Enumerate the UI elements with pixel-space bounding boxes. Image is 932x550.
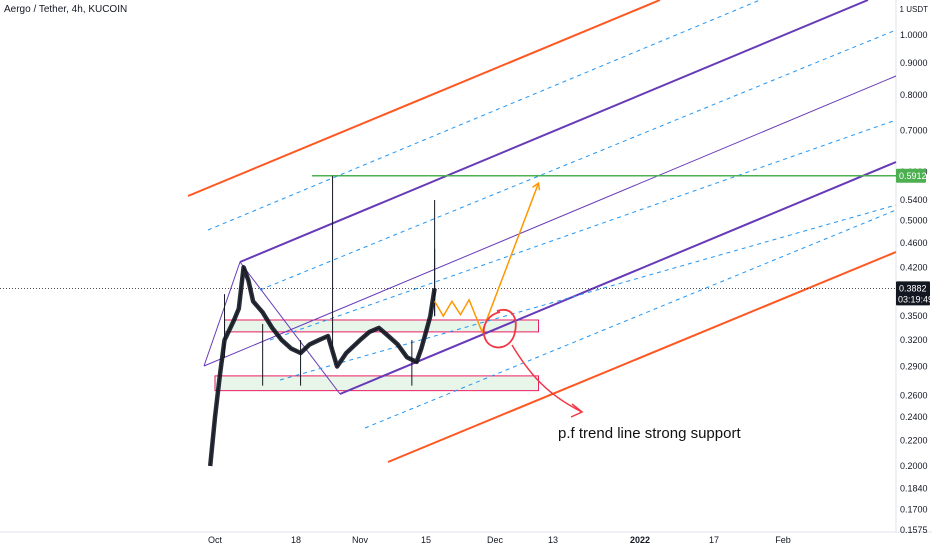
x-tick-label: Dec — [487, 535, 504, 545]
x-tick-label: Feb — [775, 535, 791, 545]
y-tick-label: 0.9000 — [900, 58, 928, 68]
last-price-label: 0.3882 — [899, 283, 927, 293]
pitchfork-lower-tine — [339, 161, 897, 395]
y-tick-label: 0.2000 — [900, 461, 928, 471]
countdown-label: 03:19:49 — [898, 294, 932, 304]
y-tick-label: 0.3200 — [900, 335, 928, 345]
pitchfork-drawing — [0, 0, 897, 463]
y-tick-label: 1.0000 — [900, 30, 928, 40]
pitchfork-outer-upper — [187, 0, 661, 197]
highlight-circle — [482, 308, 517, 349]
y-tick-label: 0.2600 — [900, 391, 928, 401]
x-axis-ticks[interactable]: Oct 18 Nov 15 Dec 13 2022 17 Feb — [208, 535, 791, 545]
y-tick-label: 0.3500 — [900, 311, 928, 321]
symbol-title: Aergo / Tether, 4h, KUCOIN — [4, 4, 128, 15]
annotation-arrowhead — [570, 403, 584, 418]
annotation-arrow — [511, 344, 583, 413]
pitchfork-median-line — [203, 75, 897, 367]
last-price-badge — [896, 281, 930, 306]
resistance-badge — [896, 168, 926, 183]
price-body — [207, 265, 437, 467]
x-tick-label: 15 — [421, 535, 431, 545]
currency-label[interactable]: 1 USDT — [899, 5, 928, 14]
y-tick-label: 0.4200 — [900, 262, 928, 272]
projection-path — [433, 182, 540, 334]
pitchfork-outer-lower — [387, 251, 897, 463]
x-tick-label: 18 — [291, 535, 301, 545]
price-series — [207, 175, 437, 467]
x-tick-label: 2022 — [630, 535, 650, 545]
y-tick-label: 0.2400 — [900, 412, 928, 422]
support-zone — [214, 375, 539, 392]
x-tick-label: 17 — [709, 535, 719, 545]
y-tick-label: 0.4600 — [900, 238, 928, 248]
pitchfork-dashed-line — [364, 209, 897, 429]
y-tick-label: 0.1840 — [900, 483, 928, 493]
pitchfork-dashed-line — [207, 0, 761, 231]
y-tick-label: 0.5400 — [900, 195, 928, 205]
y-tick-label: 0.5000 — [900, 216, 928, 226]
y-tick-label: 0.1700 — [900, 505, 928, 515]
pitchfork-dashed-line — [259, 29, 897, 291]
x-tick-label: 13 — [548, 535, 558, 545]
pitchfork-dashed-line — [279, 204, 897, 381]
y-tick-label: 0.2200 — [900, 435, 928, 445]
y-tick-label: 0.2900 — [900, 361, 928, 371]
price-line — [209, 267, 436, 467]
y-tick-label: 0.7000 — [900, 126, 928, 136]
user-drawings — [433, 181, 584, 418]
pitchfork-dashed-line — [269, 119, 897, 341]
x-tick-label: Nov — [352, 535, 369, 545]
pitchfork-upper-tine — [239, 0, 869, 263]
projection-arrowhead — [532, 181, 541, 191]
x-tick-label: Oct — [208, 535, 223, 545]
y-tick-label: 0.1575 — [900, 525, 928, 535]
y-tick-label: 0.8000 — [900, 90, 928, 100]
resistance-badge-label: 0.5912 — [899, 171, 927, 181]
pitchfork-handle — [239, 261, 341, 395]
pitchfork-handle — [203, 261, 241, 367]
support-annotation: p.f trend line strong support — [558, 425, 741, 442]
